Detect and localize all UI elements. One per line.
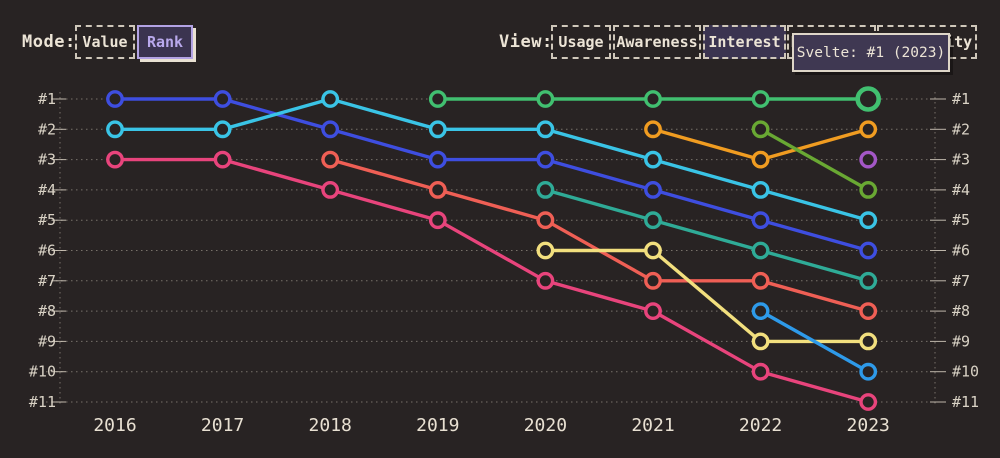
view-option-awareness[interactable]: Awareness [613, 25, 701, 59]
data-point-magenta-2019[interactable] [428, 211, 447, 230]
data-point-cyan-2018[interactable] [321, 90, 340, 108]
data-point-yellow-2023[interactable] [859, 332, 878, 351]
rank-label-left: #2 [38, 120, 56, 138]
data-point-svelte-2021[interactable] [644, 90, 662, 108]
series-line-coral [328, 157, 870, 313]
series-line-teal [543, 188, 870, 283]
data-point-magenta-2023[interactable] [859, 393, 878, 411]
data-point-cyan-2017[interactable] [213, 120, 232, 139]
data-point-yellow-2020[interactable] [536, 241, 555, 260]
data-point-coral-2020[interactable] [536, 211, 555, 230]
year-label: 2022 [739, 415, 782, 436]
view-option-usage[interactable]: Usage [551, 25, 611, 59]
data-point-amber-2022[interactable] [751, 150, 770, 169]
data-point-teal-2022[interactable] [751, 241, 770, 260]
data-point-cyan-2023[interactable] [859, 211, 878, 230]
data-point-blue-2021[interactable] [644, 180, 662, 199]
data-point-cyan-2022[interactable] [751, 180, 770, 199]
data-point-blue-2023[interactable] [859, 241, 878, 260]
year-label: 2023 [847, 415, 890, 436]
year-label: 2021 [631, 415, 674, 436]
year-label: 2017 [201, 415, 244, 436]
data-point-yellow-2021[interactable] [644, 241, 662, 260]
data-point-blue-2016[interactable] [106, 90, 124, 108]
data-point-teal-2020[interactable] [536, 180, 555, 199]
data-point-cyan-2016[interactable] [106, 120, 124, 139]
data-point-teal-2023[interactable] [859, 271, 878, 290]
rank-label-right: #1 [952, 90, 970, 108]
data-point-blue-2022[interactable] [751, 211, 770, 230]
mode-option-rank[interactable]: Rank [137, 25, 193, 59]
year-label: 2019 [416, 415, 459, 436]
view-option-interest[interactable]: Interest [703, 25, 786, 59]
data-point-cyan-2019[interactable] [428, 120, 447, 139]
mode-label: Mode: [22, 32, 76, 52]
year-label: 2020 [524, 415, 567, 436]
chart-tooltip: Svelte: #1 (2023) [792, 33, 950, 72]
rank-label-left: #8 [38, 302, 56, 320]
tooltip-text: Svelte: #1 (2023) [796, 44, 946, 61]
series-line-magenta [113, 157, 870, 404]
rank-label-right: #4 [952, 181, 970, 199]
view-label: View: [499, 32, 553, 52]
data-point-magenta-2016[interactable] [106, 150, 124, 169]
rank-label-right: #11 [952, 393, 979, 411]
series-line-olive [758, 127, 870, 192]
data-point-svelte-2019[interactable] [428, 90, 447, 108]
data-point-coral-2018[interactable] [321, 150, 340, 169]
rank-label-right: #2 [952, 120, 970, 138]
data-point-olive-2022[interactable] [751, 120, 770, 139]
data-point-cyan-2020[interactable] [536, 120, 555, 139]
year-label: 2016 [93, 415, 136, 436]
data-point-magenta-2022[interactable] [751, 362, 770, 381]
rank-label-left: #11 [29, 393, 56, 411]
data-point-magenta-2018[interactable] [321, 180, 340, 199]
data-point-coral-2019[interactable] [428, 180, 447, 199]
data-point-amber-2021[interactable] [644, 120, 662, 139]
rank-label-left: #10 [29, 363, 56, 381]
data-point-cyan-2021[interactable] [644, 150, 662, 169]
year-label: 2018 [309, 415, 352, 436]
data-point-coral-2022[interactable] [751, 271, 770, 290]
rank-label-left: #3 [38, 151, 56, 169]
rank-label-left: #6 [38, 242, 56, 260]
data-point-blue-2019[interactable] [428, 150, 447, 169]
data-point-amber-2023[interactable] [859, 120, 878, 139]
data-point-olive-2023[interactable] [859, 180, 878, 199]
data-point-svelte-2020[interactable] [536, 90, 555, 108]
rank-label-right: #7 [952, 272, 970, 290]
data-point-magenta-2020[interactable] [536, 271, 555, 290]
rank-label-right: #8 [952, 302, 970, 320]
rank-label-left: #9 [38, 332, 56, 350]
rank-label-right: #10 [952, 363, 979, 381]
rank-label-left: #7 [38, 272, 56, 290]
data-point-coral-2023[interactable] [859, 302, 878, 320]
data-point-blue-2018[interactable] [321, 120, 340, 139]
data-point-sky-blue-2022[interactable] [751, 302, 770, 320]
series-line-cyan [113, 97, 870, 222]
series-line-sky-blue [758, 309, 870, 374]
series-line-blue [113, 97, 870, 253]
data-point-purple-2023[interactable] [859, 150, 878, 169]
mode-option-value[interactable]: Value [75, 25, 135, 59]
rank-label-right: #5 [952, 211, 970, 229]
data-point-sky-blue-2023[interactable] [859, 362, 878, 381]
data-point-teal-2021[interactable] [644, 211, 662, 230]
data-point-blue-2017[interactable] [213, 90, 232, 108]
data-point-magenta-2021[interactable] [644, 302, 662, 320]
data-point-svelte-2022[interactable] [751, 90, 770, 108]
rank-label-right: #9 [952, 332, 970, 350]
data-point-yellow-2022[interactable] [751, 332, 770, 351]
rank-label-right: #3 [952, 151, 970, 169]
rank-label-left: #1 [38, 90, 56, 108]
rank-label-left: #5 [38, 211, 56, 229]
rank-label-right: #6 [952, 242, 970, 260]
data-point-svelte-2023[interactable] [855, 86, 882, 112]
data-point-blue-2020[interactable] [536, 150, 555, 169]
rank-label-left: #4 [38, 181, 56, 199]
data-point-coral-2021[interactable] [644, 271, 662, 290]
data-point-magenta-2017[interactable] [213, 150, 232, 169]
